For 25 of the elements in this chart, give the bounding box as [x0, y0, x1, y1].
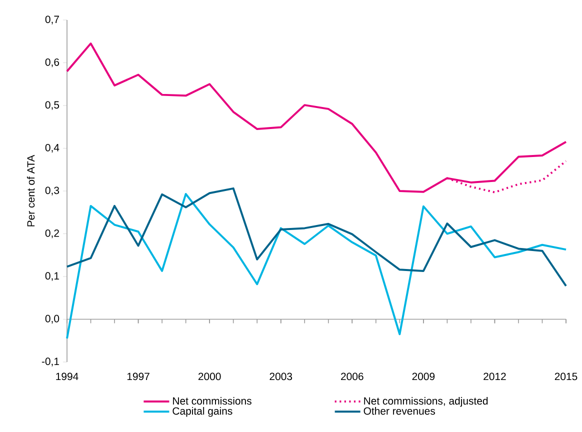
x-tick-label: 2015: [554, 372, 578, 380]
y-tick-label: 0,0: [45, 314, 60, 324]
x-tick-label: 2003: [270, 372, 292, 380]
y-tick-label: 0,5: [45, 101, 60, 110]
x-tick-label: 2012: [484, 372, 506, 380]
y-tick-label: 0,6: [45, 58, 60, 68]
legend-label: Net commissions: [173, 396, 252, 405]
y-tick-label: -0,1: [42, 358, 59, 366]
legend-label: Capital gains: [172, 407, 232, 417]
y-axis-title: Per cent of ATA: [26, 154, 35, 226]
y-tick-label: 0,3: [45, 186, 60, 196]
x-tick-label: 2009: [412, 372, 435, 380]
line-series: [66, 187, 568, 287]
legend-label: Net commissions, adjusted: [364, 396, 488, 407]
y-tick-label: 0,1: [45, 272, 59, 281]
y-tick-label: 0,2: [45, 229, 59, 238]
y-tick-label: 0,4: [45, 144, 60, 153]
legend-label: Other revenues: [364, 407, 436, 415]
x-tick-label: 2006: [341, 372, 364, 380]
x-tick-label: 1997: [127, 372, 150, 380]
line-series: [66, 192, 568, 340]
line-series: [66, 42, 568, 193]
x-tick-label: 1994: [56, 372, 78, 380]
x-tick-label: 2000: [198, 372, 221, 380]
y-tick-label: 0,7: [45, 16, 59, 24]
